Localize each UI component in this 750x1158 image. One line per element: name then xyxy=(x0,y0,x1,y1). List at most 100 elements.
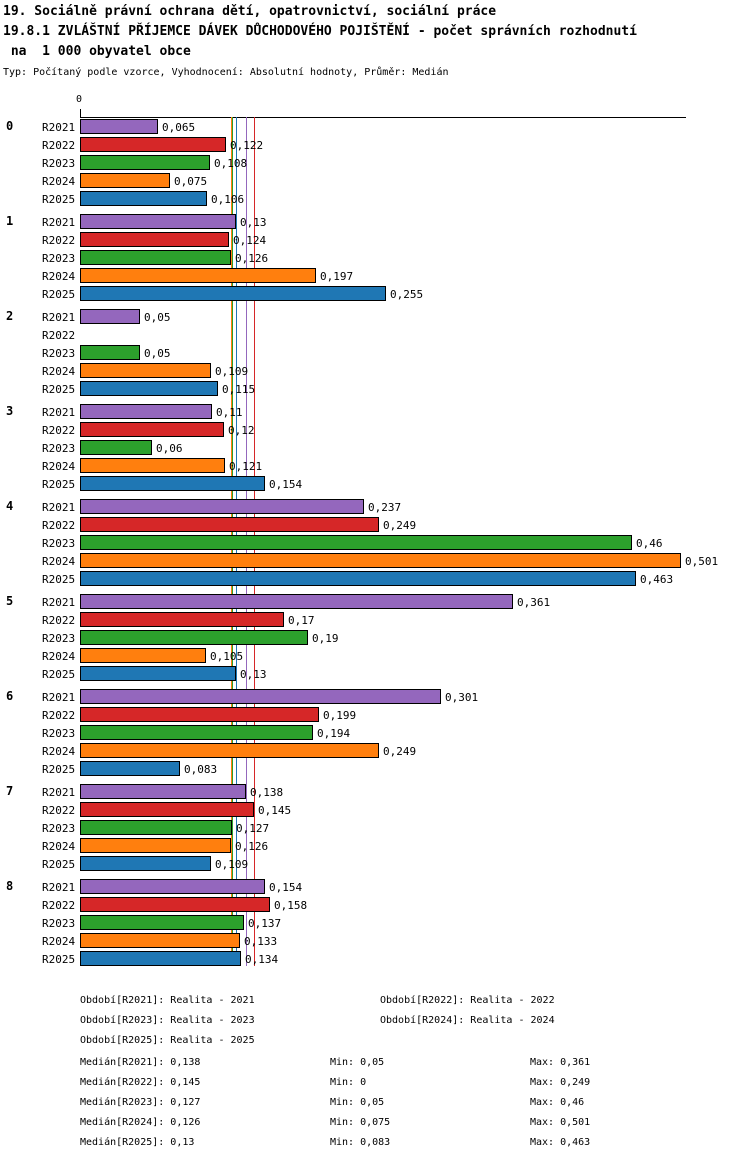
bar xyxy=(80,648,206,663)
series-label: R2023 xyxy=(42,442,76,455)
series-label: R2025 xyxy=(42,668,76,681)
series-label: R2024 xyxy=(42,270,76,283)
value-label: 0,249 xyxy=(383,519,417,532)
series-label: R2021 xyxy=(42,691,76,704)
bar xyxy=(80,743,379,758)
chart-title-line-2: 19.8.1 ZVLÁŠTNÍ PŘÍJEMCE DÁVEK DŮCHODOVÉ… xyxy=(3,24,637,39)
bar-row-0-R2024: R2024 0,075 xyxy=(0,172,750,190)
bar xyxy=(80,784,246,799)
bar-row-4-R2024: R2024 0,501 xyxy=(0,552,750,570)
series-label: R2025 xyxy=(42,383,76,396)
bar xyxy=(80,214,236,229)
value-label: 0,17 xyxy=(288,614,315,627)
series-label: R2022 xyxy=(42,519,76,532)
axis-zero-label: 0 xyxy=(76,94,83,105)
group-label: 5 xyxy=(6,594,14,608)
stat-median: Medián[R2023]: 0,127 xyxy=(80,1097,201,1108)
value-label: 0,194 xyxy=(317,727,351,740)
bar xyxy=(80,268,316,283)
bar-row-3-R2023: R2023 0,06 xyxy=(0,439,750,457)
bar xyxy=(80,535,632,550)
value-label: 0,158 xyxy=(274,899,308,912)
series-label: R2021 xyxy=(42,881,76,894)
value-label: 0,109 xyxy=(215,365,249,378)
value-label: 0,106 xyxy=(211,193,245,206)
bar-row-6-R2021: 6 R2021 0,301 xyxy=(0,688,750,706)
bar-row-7-R2024: R2024 0,126 xyxy=(0,837,750,855)
value-label: 0,065 xyxy=(162,121,196,134)
legend-item: Období[R2025]: Realita - 2025 xyxy=(80,1035,255,1046)
stat-max: Max: 0,463 xyxy=(530,1137,591,1148)
bar xyxy=(80,951,241,966)
value-label: 0,138 xyxy=(250,786,284,799)
bar-row-7-R2025: R2025 0,109 xyxy=(0,855,750,873)
series-label: R2022 xyxy=(42,139,76,152)
value-label: 0,134 xyxy=(245,953,279,966)
bar xyxy=(80,761,180,776)
value-label: 0,501 xyxy=(685,555,719,568)
group-label: 3 xyxy=(6,404,14,418)
bar xyxy=(80,571,636,586)
bar-row-5-R2023: R2023 0,19 xyxy=(0,629,750,647)
series-label: R2024 xyxy=(42,935,76,948)
series-label: R2025 xyxy=(42,478,76,491)
value-label: 0,249 xyxy=(383,745,417,758)
series-label: R2024 xyxy=(42,745,76,758)
bar-row-6-R2022: R2022 0,199 xyxy=(0,706,750,724)
stat-median: Medián[R2024]: 0,126 xyxy=(80,1117,201,1128)
stat-min: Min: 0,05 xyxy=(330,1057,385,1068)
stat-min: Min: 0 xyxy=(330,1077,367,1088)
series-label: R2025 xyxy=(42,763,76,776)
value-label: 0,075 xyxy=(174,175,208,188)
stats-row: Medián[R2022]: 0,145 Min: 0 Max: 0,249 xyxy=(0,1077,750,1097)
stat-min: Min: 0,083 xyxy=(330,1137,391,1148)
value-label: 0,154 xyxy=(269,881,303,894)
stats-row: Medián[R2021]: 0,138 Min: 0,05 Max: 0,36… xyxy=(0,1057,750,1077)
group-label: 2 xyxy=(6,309,14,323)
series-label: R2024 xyxy=(42,650,76,663)
value-label: 0,19 xyxy=(312,632,339,645)
value-label: 0,145 xyxy=(258,804,292,817)
x-axis-zero-tick xyxy=(80,109,81,117)
series-label: R2022 xyxy=(42,329,76,342)
value-label: 0,109 xyxy=(215,858,249,871)
stat-max: Max: 0,249 xyxy=(530,1077,591,1088)
series-label: R2023 xyxy=(42,347,76,360)
stat-max: Max: 0,501 xyxy=(530,1117,591,1128)
bar-row-5-R2025: R2025 0,13 xyxy=(0,665,750,683)
bar-row-6-R2025: R2025 0,083 xyxy=(0,760,750,778)
stats: Medián[R2021]: 0,138 Min: 0,05 Max: 0,36… xyxy=(0,1057,750,1157)
bar xyxy=(80,725,313,740)
bar-row-4-R2021: 4 R2021 0,237 xyxy=(0,498,750,516)
series-label: R2023 xyxy=(42,727,76,740)
series-label: R2024 xyxy=(42,840,76,853)
bar-row-2-R2021: 2 R2021 0,05 xyxy=(0,308,750,326)
bar xyxy=(80,499,364,514)
bar-row-5-R2021: 5 R2021 0,361 xyxy=(0,593,750,611)
value-label: 0,126 xyxy=(235,840,269,853)
bar xyxy=(80,191,207,206)
series-label: R2021 xyxy=(42,786,76,799)
value-label: 0,361 xyxy=(517,596,551,609)
bar xyxy=(80,933,240,948)
value-label: 0,127 xyxy=(236,822,270,835)
bar xyxy=(80,802,254,817)
bar-row-5-R2024: R2024 0,105 xyxy=(0,647,750,665)
series-label: R2023 xyxy=(42,632,76,645)
series-label: R2025 xyxy=(42,288,76,301)
value-label: 0,13 xyxy=(240,216,267,229)
series-label: R2025 xyxy=(42,573,76,586)
bar xyxy=(80,309,140,324)
series-label: R2022 xyxy=(42,709,76,722)
legend-row: Období[R2023]: Realita - 2023 Období[R20… xyxy=(0,1015,750,1035)
value-label: 0,133 xyxy=(244,935,278,948)
bar xyxy=(80,630,308,645)
group-label: 0 xyxy=(6,119,14,133)
value-label: 0,154 xyxy=(269,478,303,491)
bar xyxy=(80,594,513,609)
bar xyxy=(80,897,270,912)
series-label: R2025 xyxy=(42,858,76,871)
stats-row: Medián[R2025]: 0,13 Min: 0,083 Max: 0,46… xyxy=(0,1137,750,1157)
stat-min: Min: 0,05 xyxy=(330,1097,385,1108)
